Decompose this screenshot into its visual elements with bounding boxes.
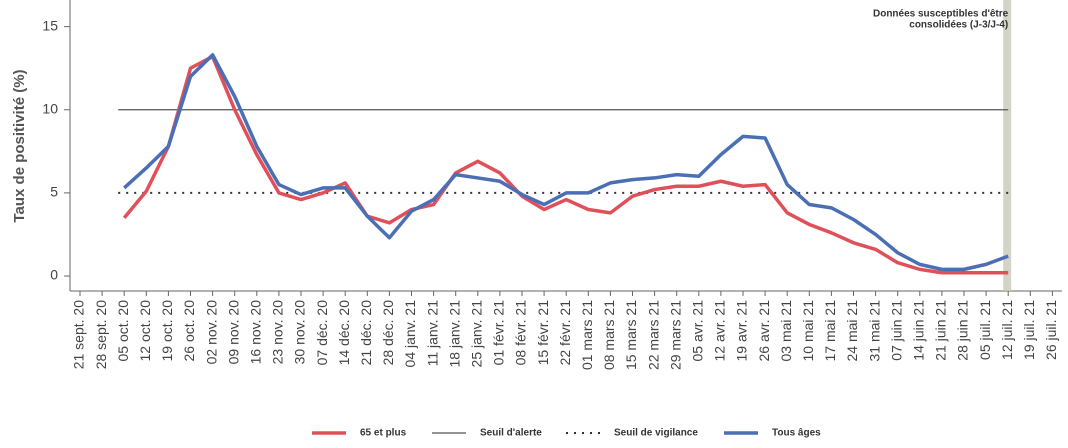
x-tick-label: 21 déc. 20 <box>358 300 374 366</box>
x-tick-label: 15 févr. 21 <box>535 300 551 366</box>
y-tick-label: 5 <box>50 184 58 200</box>
x-tick-label: 31 mai 21 <box>866 300 882 362</box>
x-tick-label: 28 sept. 20 <box>93 300 109 369</box>
x-tick-label: 24 mai 21 <box>844 300 860 362</box>
x-tick-label: 23 nov. 20 <box>270 300 286 365</box>
x-tick-label: 11 janv. 21 <box>424 300 440 367</box>
x-tick-label: 16 nov. 20 <box>248 300 264 365</box>
x-tick-label: 26 juil. 21 <box>1043 300 1059 360</box>
x-tick-label: 12 juil. 21 <box>999 300 1015 360</box>
x-tick-label: 02 nov. 20 <box>203 300 219 365</box>
x-tick-label: 08 mars 21 <box>601 300 617 370</box>
y-tick-label: 15 <box>42 17 58 33</box>
x-tick-label: 19 avr. 21 <box>734 300 750 362</box>
x-tick-label: 04 janv. 21 <box>402 300 418 368</box>
legend-label: 65 et plus <box>360 428 407 439</box>
x-tick-label: 12 oct. 20 <box>137 300 153 362</box>
x-tick-label: 18 janv. 21 <box>446 300 462 368</box>
x-tick-label: 22 mars 21 <box>645 300 661 370</box>
y-tick-label: 10 <box>42 100 58 116</box>
annotation: consolidées (J-3/J-4) <box>909 20 1008 31</box>
x-tick-label: 26 oct. 20 <box>181 300 197 362</box>
y-tick-label: 0 <box>50 267 58 283</box>
x-tick-label: 01 mars 21 <box>579 300 595 370</box>
x-tick-label: 10 mai 21 <box>800 300 816 362</box>
legend-label: Seuil d'alerte <box>480 428 542 439</box>
x-tick-label: 08 févr. 21 <box>513 300 529 366</box>
legend-label: Tous âges <box>772 428 821 439</box>
x-tick-label: 29 mars 21 <box>667 300 683 370</box>
x-tick-label: 17 mai 21 <box>822 300 838 362</box>
x-tick-label: 30 nov. 20 <box>292 300 308 365</box>
annotation: Données susceptibles d'être <box>873 9 1009 20</box>
y-axis-label: Taux de positivité (%) <box>11 69 28 222</box>
x-tick-label: 07 juin 21 <box>888 300 904 361</box>
x-tick-label: 07 déc. 20 <box>314 300 330 366</box>
consolidation-band <box>1003 0 1012 291</box>
x-tick-label: 05 avr. 21 <box>690 300 706 362</box>
x-tick-label: 03 mai 21 <box>778 300 794 362</box>
x-tick-label: 19 oct. 20 <box>159 300 175 362</box>
x-tick-label: 05 juil. 21 <box>977 300 993 360</box>
x-tick-label: 19 juil. 21 <box>1021 300 1037 360</box>
x-tick-label: 22 févr. 21 <box>557 300 573 366</box>
x-tick-label: 26 avr. 21 <box>756 300 772 362</box>
x-tick-label: 05 oct. 20 <box>115 300 131 362</box>
x-tick-label: 12 avr. 21 <box>712 300 728 362</box>
x-tick-label: 21 sept. 20 <box>71 300 87 369</box>
x-tick-label: 14 déc. 20 <box>336 300 352 366</box>
x-tick-label: 21 juin 21 <box>933 300 949 361</box>
x-tick-label: 01 févr. 21 <box>491 300 507 366</box>
x-tick-label: 28 déc. 20 <box>380 300 396 366</box>
x-tick-label: 14 juin 21 <box>911 300 927 361</box>
x-tick-label: 09 nov. 20 <box>225 300 241 365</box>
series-line <box>123 53 1009 272</box>
x-tick-label: 15 mars 21 <box>623 300 639 370</box>
legend-label: Seuil de vigilance <box>614 428 698 439</box>
x-tick-label: 25 janv. 21 <box>469 300 485 368</box>
series-line <box>122 54 1009 275</box>
x-tick-label: 28 juin 21 <box>955 300 971 361</box>
